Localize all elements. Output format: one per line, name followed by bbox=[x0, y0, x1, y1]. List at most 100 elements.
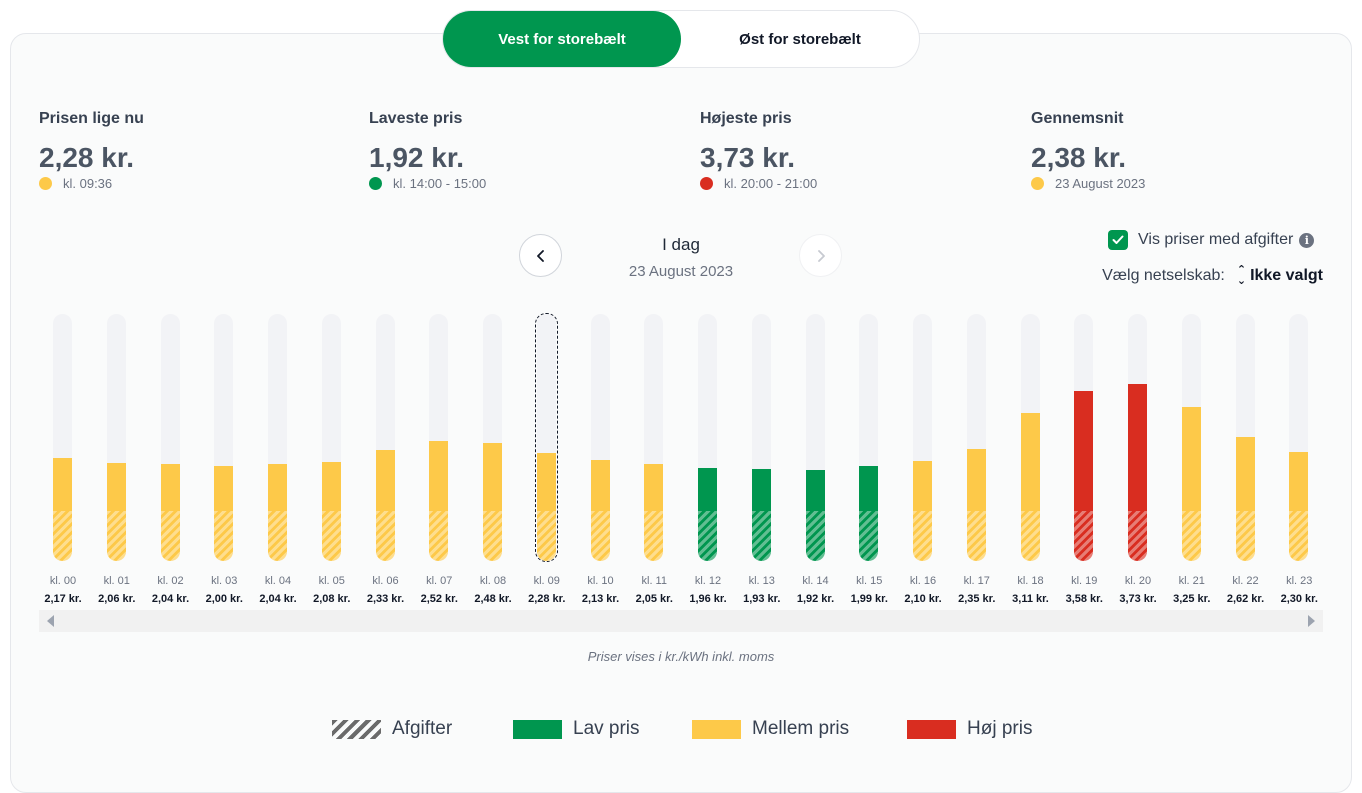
bar-fee-hatch bbox=[1128, 511, 1147, 561]
bar-fee-hatch bbox=[859, 511, 879, 561]
bar-hour-label: kl. 05 bbox=[318, 575, 345, 587]
status-dot bbox=[39, 177, 52, 190]
bar-fill bbox=[1074, 391, 1094, 561]
price-note: Priser vises i kr./kWh inkl. moms bbox=[587, 649, 775, 664]
bar-hour-label: kl. 17 bbox=[963, 575, 990, 587]
price-bar-22[interactable]: kl. 22 2,62 kr. bbox=[1222, 310, 1276, 610]
price-bar-23[interactable]: kl. 23 2,30 kr. bbox=[1275, 310, 1329, 610]
bar-track bbox=[913, 314, 932, 561]
bar-hour-label: kl. 12 bbox=[694, 575, 722, 587]
bar-hour-label: kl. 01 bbox=[103, 575, 130, 587]
price-bar-18[interactable]: kl. 18 3,11 kr. bbox=[1007, 310, 1061, 610]
bar-track bbox=[590, 314, 610, 561]
show-fees-checkbox[interactable] bbox=[1108, 230, 1128, 250]
bar-price-label: 2,00 kr. bbox=[205, 593, 243, 605]
price-bar-20[interactable]: kl. 20 3,73 kr. bbox=[1114, 310, 1168, 610]
price-bar-02[interactable]: kl. 02 2,04 kr. bbox=[147, 310, 201, 610]
stat-title: Gennemsnit bbox=[1031, 110, 1124, 127]
bar-fee-hatch bbox=[751, 511, 771, 561]
legend-label: Høj pris bbox=[967, 718, 1033, 739]
bar-hour-label: kl. 19 bbox=[1071, 575, 1098, 587]
stat-subtitle: 23 August 2023 bbox=[1031, 176, 1145, 191]
price-bar-01[interactable]: kl. 01 2,06 kr. bbox=[93, 310, 147, 610]
bar-track bbox=[1128, 314, 1147, 561]
stat-subtitle: kl. 20:00 - 21:00 bbox=[700, 176, 817, 191]
show-fees-label: Vis priser med afgifter bbox=[1138, 231, 1294, 248]
scroll-right-icon[interactable] bbox=[1308, 615, 1315, 627]
next-day-button[interactable] bbox=[799, 234, 842, 277]
bar-track bbox=[805, 314, 825, 561]
prev-day-button[interactable] bbox=[519, 234, 562, 277]
bar-price-label: 2,05 kr. bbox=[635, 593, 673, 605]
netsel-dropdown[interactable]: ⌃ ⌄ Ikke valgt bbox=[1237, 265, 1323, 287]
price-bar-17[interactable]: kl. 17 2,35 kr. bbox=[953, 310, 1007, 610]
price-bar-09[interactable]: kl. 09 2,28 kr. bbox=[523, 310, 577, 610]
price-bar-14[interactable]: kl. 14 1,92 kr. bbox=[792, 310, 846, 610]
stat-value: 2,38 kr. bbox=[1031, 142, 1126, 173]
bar-price-label: 2,33 kr. bbox=[366, 593, 405, 605]
stat-subtitle: kl. 09:36 bbox=[39, 176, 144, 191]
bar-track bbox=[268, 314, 287, 561]
status-dot bbox=[700, 177, 713, 190]
price-bar-15[interactable]: kl. 15 1,99 kr. bbox=[845, 310, 899, 610]
price-bar-07[interactable]: kl. 07 2,52 kr. bbox=[415, 310, 469, 610]
status-dot bbox=[369, 177, 382, 190]
price-bar-06[interactable]: kl. 06 2,33 kr. bbox=[362, 310, 416, 610]
bar-track bbox=[1074, 314, 1094, 561]
info-icon[interactable]: i bbox=[1299, 232, 1315, 248]
price-bar-00[interactable]: kl. 00 2,17 kr. bbox=[39, 310, 93, 610]
stat-subtitle: kl. 14:00 - 15:00 bbox=[369, 176, 486, 191]
checkmark-icon bbox=[1112, 235, 1124, 244]
price-bar-05[interactable]: kl. 05 2,08 kr. bbox=[308, 310, 362, 610]
bar-fee-hatch bbox=[966, 511, 986, 561]
bar-fill bbox=[751, 469, 771, 561]
bar-price-label: 2,62 kr. bbox=[1226, 593, 1265, 605]
price-bar-21[interactable]: kl. 21 3,25 kr. bbox=[1168, 310, 1222, 610]
price-bar-13[interactable]: kl. 13 1,93 kr. bbox=[738, 310, 792, 610]
region-west-button[interactable]: Vest for storebælt bbox=[443, 11, 681, 67]
bar-track bbox=[966, 314, 986, 561]
bar-track bbox=[1181, 314, 1201, 561]
legend-swatch-red bbox=[907, 719, 956, 739]
bar-track bbox=[698, 314, 717, 561]
bar-fill bbox=[106, 463, 126, 561]
stat-value: 2,28 kr. bbox=[39, 142, 134, 173]
price-bar-08[interactable]: kl. 08 2,48 kr. bbox=[469, 310, 523, 610]
price-bar-19[interactable]: kl. 19 3,58 kr. bbox=[1060, 310, 1114, 610]
price-bar-04[interactable]: kl. 04 2,04 kr. bbox=[254, 310, 308, 610]
bar-fee-hatch bbox=[644, 511, 664, 561]
bar-price-label: 2,10 kr. bbox=[904, 593, 942, 605]
bar-price-label: 2,28 kr. bbox=[528, 593, 566, 605]
bar-track bbox=[106, 314, 126, 561]
bar-track bbox=[214, 314, 234, 561]
show-fees-option[interactable]: Vis priser med afgifter i bbox=[1108, 230, 1315, 250]
bar-hour-label: kl. 15 bbox=[856, 575, 883, 587]
price-bar-16[interactable]: kl. 16 2,10 kr. bbox=[899, 310, 953, 610]
bar-fee-hatch bbox=[1074, 511, 1094, 561]
price-bar-chart: kl. 00 2,17 kr. kl. 01 2,06 kr. kl. 02 2,04 k… bbox=[39, 310, 1323, 610]
region-east-button[interactable]: Øst for storebælt bbox=[739, 30, 861, 48]
legend-swatch-yellow bbox=[692, 719, 741, 739]
price-bar-11[interactable]: kl. 11 2,05 kr. bbox=[630, 310, 684, 610]
bar-fee-hatch bbox=[913, 511, 932, 561]
bar-track bbox=[321, 314, 341, 561]
bar-fee-hatch bbox=[805, 511, 825, 561]
legend-swatch-green bbox=[513, 719, 562, 739]
bar-hour-label: kl. 18 bbox=[1017, 575, 1044, 587]
price-bar-03[interactable]: kl. 03 2,00 kr. bbox=[200, 310, 254, 610]
stat-subtitle-text: kl. 09:36 bbox=[63, 176, 113, 191]
price-bar-12[interactable]: kl. 12 1,96 kr. bbox=[684, 310, 738, 610]
scroll-left-icon[interactable] bbox=[47, 615, 54, 627]
bar-price-label: 1,99 kr. bbox=[850, 593, 888, 605]
price-bar-10[interactable]: kl. 10 2,13 kr. bbox=[577, 310, 631, 610]
stat-highest-price: Højeste pris 3,73 kr. kl. 20:00 - 21:00 bbox=[700, 110, 817, 191]
bar-hour-label: kl. 16 bbox=[909, 575, 937, 587]
bar-fee-hatch bbox=[268, 511, 287, 561]
bar-price-label: 2,04 kr. bbox=[151, 593, 190, 605]
bar-fee-hatch bbox=[698, 511, 717, 561]
netsel-label: Vælg netselskab: bbox=[1102, 267, 1225, 284]
chart-scrollbar[interactable] bbox=[39, 610, 1323, 632]
bar-track bbox=[859, 314, 879, 561]
bar-fee-hatch bbox=[1020, 511, 1040, 561]
netsel-value: Ikke valgt bbox=[1250, 267, 1323, 284]
